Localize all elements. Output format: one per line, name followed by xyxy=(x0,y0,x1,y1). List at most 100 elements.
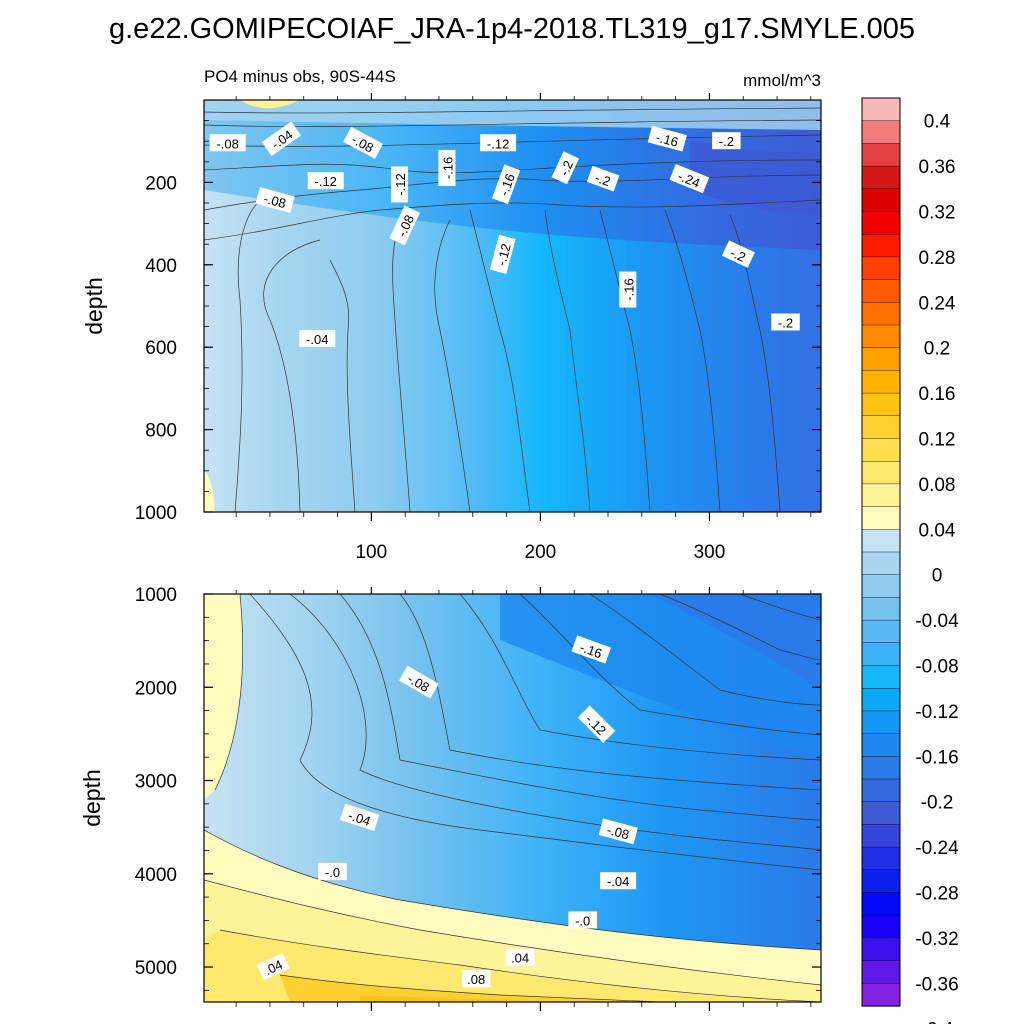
contour-label: -.08 xyxy=(598,818,638,845)
colorbar-swatch xyxy=(861,846,901,871)
x-tick-label: 100 xyxy=(355,542,387,563)
colorbar-swatch xyxy=(861,302,901,326)
lower-axes: 1000 2000 3000 4000 5000 xyxy=(135,585,821,1011)
contour-label-text: -.12 xyxy=(393,173,408,195)
contour-label: -.12 xyxy=(391,166,409,203)
colorbar-label: 0.36 xyxy=(919,157,956,178)
colorbar-swatch xyxy=(861,143,901,167)
contour-label: -.08 xyxy=(209,134,246,152)
colorbar-swatch xyxy=(861,869,901,894)
contour-label-box xyxy=(598,818,638,845)
y-tick-label: 400 xyxy=(145,256,177,277)
contour-label-text: -.0 xyxy=(325,865,340,880)
contour-label-text: -.04 xyxy=(306,332,328,347)
colorbar-swatch xyxy=(861,778,901,803)
colorbar-swatch xyxy=(861,324,901,349)
colorbar-swatch xyxy=(861,165,901,190)
contour-label-text: -.2 xyxy=(719,134,734,149)
colorbar-label: 0.32 xyxy=(919,203,956,224)
contour-label-box xyxy=(209,134,246,152)
colorbar-swatch xyxy=(861,733,901,757)
x-tick-label: 300 xyxy=(694,542,726,563)
contour-label-box xyxy=(389,205,421,246)
contour-label-text: -.16 xyxy=(496,172,518,198)
y-tick-label: 600 xyxy=(145,338,177,359)
colorbar-swatch xyxy=(861,642,901,667)
colorbar-label: -0.04 xyxy=(915,611,959,632)
contour-label-text: -.2 xyxy=(556,158,576,178)
contour-label-box xyxy=(307,172,344,190)
contour-label-text: -.2 xyxy=(593,170,612,189)
colorbar-label: 0.24 xyxy=(919,293,956,314)
colorbar-label: -0.2 xyxy=(921,793,954,814)
contour-label-box xyxy=(461,970,491,988)
colorbar-swatch xyxy=(861,529,901,553)
colorbar-label: -0.4 xyxy=(921,1020,954,1024)
contour-label-text: -.2 xyxy=(728,245,748,265)
contour-label-box xyxy=(261,121,302,157)
colorbar-swatch xyxy=(861,756,901,780)
contour-label-box xyxy=(505,948,535,966)
colorbar-swatch xyxy=(861,347,901,372)
colorbar-label: 0.12 xyxy=(919,430,956,451)
contour-label-box xyxy=(391,166,409,203)
colorbar-swatch xyxy=(861,688,901,712)
contour-label: -.16 xyxy=(438,149,456,186)
contour-label-box xyxy=(299,329,336,347)
contour-label-box xyxy=(669,164,710,194)
colorbar-swatch xyxy=(861,211,901,235)
colorbar-label: -0.16 xyxy=(915,747,958,768)
colorbar-swatch xyxy=(861,483,901,508)
contour-label: -.04 xyxy=(600,872,637,890)
colorbar-swatch xyxy=(861,597,901,621)
contour-label-box xyxy=(619,271,637,308)
colorbar-label: -0.28 xyxy=(915,884,958,905)
contour-label: -.2 xyxy=(586,165,620,192)
contour-label-box xyxy=(339,803,380,831)
colorbar-label: 0.28 xyxy=(919,248,956,269)
upper-ylabel: depth xyxy=(81,277,107,335)
contour-label-box xyxy=(438,149,456,186)
lower-ylabel: depth xyxy=(79,769,105,827)
contour-label: .04 xyxy=(256,952,290,981)
contour-label-box xyxy=(577,705,616,743)
colorbar-label: -0.36 xyxy=(915,974,958,995)
colorbar-label: 0 xyxy=(932,566,943,587)
contour-label-text: -.16 xyxy=(440,157,455,179)
contour-label: -.04 xyxy=(339,803,380,831)
contour-label-box xyxy=(586,165,620,192)
colorbar-swatch xyxy=(861,506,901,530)
contour-label-box xyxy=(318,862,347,880)
colorbar-swatch xyxy=(861,824,901,848)
colorbar-swatch xyxy=(861,574,901,599)
contour-label-text: .08 xyxy=(467,972,485,987)
contour-label-text: .04 xyxy=(262,957,285,978)
contour-label-box xyxy=(489,234,516,274)
contour-label-box xyxy=(647,125,687,152)
y-tick-label: 1000 xyxy=(135,585,177,606)
colorbar-label: -0.08 xyxy=(915,657,958,678)
contour-label-box xyxy=(343,126,384,159)
colorbar-swatch xyxy=(861,279,901,303)
contour-label-text: -.08 xyxy=(605,822,631,842)
contour-label-box xyxy=(568,911,597,929)
contour-label-box xyxy=(721,240,755,268)
contour-label: -.2 xyxy=(551,151,580,185)
contour-label: -.0 xyxy=(568,911,597,929)
contour-label-text: -.16 xyxy=(578,640,604,662)
contour-label-text: .04 xyxy=(511,951,529,966)
contour-label: -.16 xyxy=(647,125,687,152)
contour-label-box xyxy=(256,952,290,981)
colorbar-swatch xyxy=(861,665,901,689)
colorbar-swatch xyxy=(861,892,901,916)
y-tick-label: 200 xyxy=(145,173,177,194)
contour-label-text: -.04 xyxy=(346,808,372,829)
y-tick-label: 2000 xyxy=(135,678,177,699)
contour-label-box xyxy=(771,313,800,331)
subtitle-left: PO4 minus obs, 90S-44S xyxy=(204,67,396,86)
colorbar-swatch xyxy=(861,801,901,826)
colorbar-swatch xyxy=(861,551,901,576)
colorbar-swatch xyxy=(861,438,901,462)
